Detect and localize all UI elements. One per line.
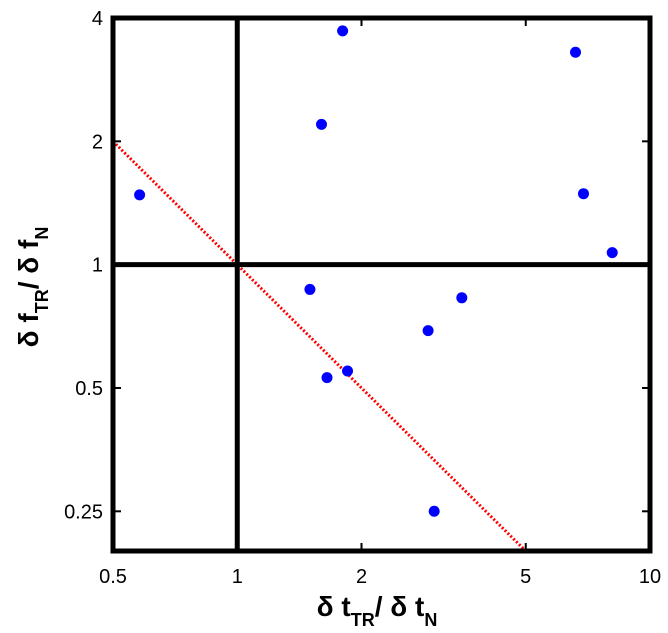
data-point [304, 283, 316, 295]
x-tick-label: 5 [520, 566, 531, 588]
plot-frame [110, 15, 653, 554]
trend-line [111, 140, 527, 553]
x-tick-label: 1 [232, 566, 243, 588]
labels-layer: δ tTR/ δ tNδ fTR/ δ fN [13, 227, 438, 630]
y-tick-label: 2 [92, 131, 103, 153]
x-tick-label: 10 [639, 566, 661, 588]
data-point [321, 372, 333, 384]
y-tick-label: 1 [92, 255, 103, 277]
trend-layer [111, 140, 527, 553]
axis-label-part: / δ t [375, 591, 425, 622]
axis-label-subscript: N [32, 227, 52, 240]
axis-label-part: δ t [317, 591, 351, 622]
axis-label-subscript: N [424, 610, 437, 628]
data-point [422, 325, 434, 337]
axis-label-part: / δ f [13, 239, 44, 289]
y-tick-label: 4 [92, 8, 103, 30]
axes-layer [110, 15, 653, 554]
data-point [316, 118, 328, 130]
data-point [577, 188, 589, 200]
ticks-layer: 0.5 1 2 5 10 0.25 0.5 1 2 4 [64, 8, 661, 588]
data-point [570, 46, 582, 58]
x-axis-label: δ tTR/ δ tN [317, 591, 438, 628]
y-tick-label: 0.25 [64, 501, 103, 523]
data-point [606, 247, 618, 259]
points-layer [134, 25, 618, 517]
x-tick-label: 2 [356, 566, 367, 588]
y-axis-label: δ fTR/ δ fN [13, 227, 52, 348]
data-point [456, 292, 468, 304]
y-tick-label: 0.5 [75, 378, 103, 400]
x-tick-label: 0.5 [99, 566, 127, 588]
axis-label-subscript: TR [32, 289, 52, 313]
data-point [337, 25, 349, 37]
data-point [134, 189, 146, 201]
data-point [342, 365, 354, 377]
axis-label-part: δ f [13, 313, 44, 348]
axis-label-subscript: TR [351, 610, 375, 628]
data-point [428, 505, 440, 517]
reference-layer [113, 18, 650, 551]
